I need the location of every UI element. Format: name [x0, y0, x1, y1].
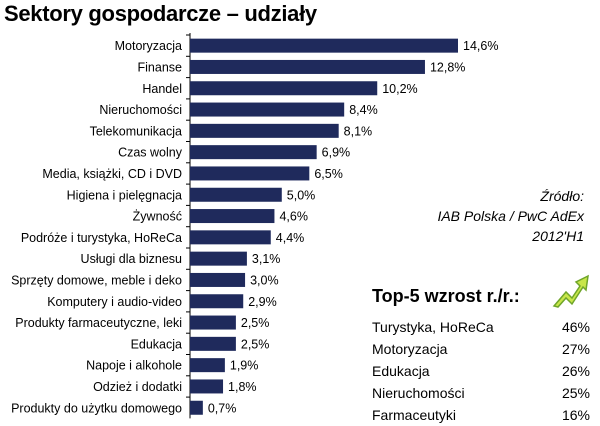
- value-label: 6,9%: [322, 146, 351, 160]
- value-label: 4,6%: [279, 210, 308, 224]
- bar: [190, 294, 244, 309]
- value-label: 1,9%: [230, 359, 259, 373]
- top5-table: Turystyka, HoReCa 46% Motoryzacja 27% Edukac…: [372, 316, 590, 426]
- value-label: 2,5%: [241, 316, 270, 330]
- bar: [190, 123, 339, 138]
- category-label: Handel: [142, 82, 182, 96]
- category-label: Edukacja: [131, 337, 182, 351]
- bar: [190, 379, 224, 394]
- category-label: Czas wolny: [118, 146, 183, 160]
- bar: [190, 187, 282, 202]
- source-line-3: 2012'H1: [532, 228, 584, 244]
- top5-label: Edukacja: [372, 363, 430, 379]
- bar: [190, 145, 317, 160]
- category-label: Telekomunikacja: [90, 124, 182, 138]
- category-label: Media, książki, CD i DVD: [42, 167, 182, 181]
- top5-row: Turystyka, HoReCa 46%: [372, 316, 590, 338]
- top5-value: 25%: [561, 385, 590, 401]
- value-label: 14,6%: [463, 39, 498, 53]
- bar: [190, 358, 225, 373]
- bar: [190, 230, 271, 245]
- bar: [190, 209, 275, 224]
- value-label: 10,2%: [382, 82, 417, 96]
- top5-row: Motoryzacja 27%: [372, 338, 590, 360]
- bar: [190, 336, 236, 351]
- top5-label: Nieruchomości: [372, 385, 465, 401]
- value-label: 8,1%: [344, 124, 373, 138]
- bar: [190, 315, 236, 330]
- bar: [190, 81, 378, 96]
- value-label: 1,8%: [228, 380, 256, 394]
- category-label: Usługi dla biznesu: [81, 252, 182, 266]
- bar: [190, 272, 246, 287]
- category-label: Odzież i dodatki: [93, 380, 182, 394]
- bar: [190, 59, 425, 74]
- value-label: 3,0%: [250, 273, 278, 287]
- top5-title: Top-5 wzrost r./r.:: [372, 286, 520, 306]
- value-label: 2,5%: [241, 337, 270, 351]
- top5-label: Motoryzacja: [372, 341, 448, 357]
- top5-value: 46%: [561, 319, 590, 335]
- value-label: 2,9%: [248, 295, 277, 309]
- category-label: Napoje i alkohole: [86, 359, 182, 373]
- value-label: 3,1%: [252, 252, 281, 266]
- category-label: Produkty farmaceutyczne, leki: [15, 316, 182, 330]
- value-label: 12,8%: [430, 60, 465, 74]
- bar: [190, 38, 458, 53]
- category-label: Sprzęty domowe, meble i deko: [11, 273, 182, 287]
- source-line-2: IAB Polska / PwC AdEx: [437, 208, 584, 224]
- category-label: Żywność: [133, 210, 182, 224]
- category-label: Podróże i turystyka, HoReCa: [21, 231, 182, 245]
- top5-label: Farmaceutyki: [372, 407, 457, 423]
- value-label: 8,4%: [349, 103, 378, 117]
- value-label: 5,0%: [287, 188, 316, 202]
- value-label: 0,7%: [208, 401, 237, 415]
- bar: [190, 102, 345, 117]
- page-title: Sektory gospodarcze – udziały: [4, 1, 317, 26]
- category-label: Nieruchomości: [99, 103, 182, 117]
- category-label: Komputery i audio-video: [47, 295, 182, 309]
- source-line-1: Źródło:: [540, 188, 584, 204]
- top5-label: Turystyka, HoReCa: [372, 319, 494, 335]
- category-label: Finanse: [138, 60, 183, 74]
- top5-value: 26%: [561, 363, 590, 379]
- value-label: 6,5%: [314, 167, 343, 181]
- category-label: Produkty do użytku domowego: [11, 401, 182, 415]
- bar: [190, 251, 247, 266]
- top5-row: Edukacja 26%: [372, 360, 590, 382]
- bar: [190, 400, 203, 415]
- value-label: 4,4%: [276, 231, 305, 245]
- category-label: Motoryzacja: [115, 39, 182, 53]
- top5-value: 16%: [561, 407, 590, 423]
- top5-row: Nieruchomości 25%: [372, 382, 590, 404]
- top5-row: Farmaceutyki 16%: [372, 404, 590, 426]
- bar: [190, 166, 310, 181]
- top5-value: 27%: [561, 341, 590, 357]
- growth-arrow-icon: [552, 274, 589, 308]
- source-note: Źródło: IAB Polska / PwC AdEx 2012'H1: [384, 186, 584, 246]
- category-label: Higiena i pielęgnacja: [67, 188, 182, 202]
